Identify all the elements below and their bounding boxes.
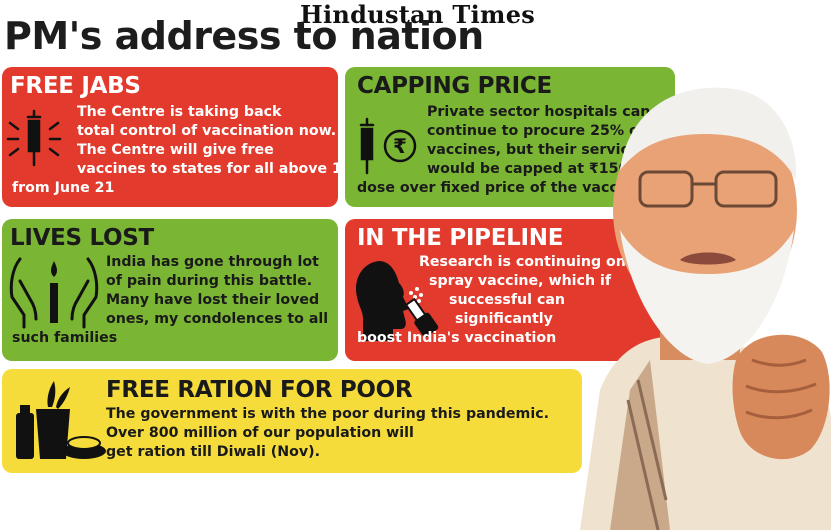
card-title: FREE JABS [10, 73, 141, 99]
syringe-icon [6, 109, 62, 167]
card-free-jabs: FREE JABS The Centre is taking back tota… [2, 67, 338, 207]
text-line: The Centre will give free [77, 142, 274, 158]
text-line: The Centre is taking back [77, 104, 282, 120]
syringe-icon [359, 117, 375, 175]
card-text: Private sector hospitals can continue to… [345, 103, 675, 198]
card-text: Research is continuing on a nasal spray … [345, 253, 675, 348]
text-line: would be capped at ₹150 per [427, 161, 661, 177]
text-line: significantly [455, 311, 553, 327]
card-title: LIVES LOST [10, 225, 154, 251]
text-line: Research is continuing on a nasal [419, 254, 675, 270]
headline: PM's address to nation [4, 14, 484, 58]
card-text: India has gone through lot of pain durin… [2, 253, 338, 348]
ration-icon [16, 381, 106, 459]
pm-portrait-image [580, 87, 831, 530]
nasal-spray-icon [355, 261, 439, 341]
card-title: CAPPING PRICE [357, 73, 552, 99]
text-line: vaccines to states for all above 18 [77, 161, 338, 177]
text-line: India has gone through lot [106, 254, 319, 270]
text-line: vaccines, but their service charge [427, 142, 675, 158]
text-line: successful can [449, 292, 566, 308]
text-line: from June 21 [12, 180, 115, 196]
card-title: FREE RATION FOR POOR [106, 377, 413, 403]
text-line: of pain during this battle. [106, 273, 313, 289]
text-line: continue to procure 25% of [427, 123, 645, 139]
text-line: boost India's vaccination [357, 330, 557, 346]
text-line: The government is with the poor during t… [106, 406, 549, 422]
text-line: dose over fixed price of the vaccine [357, 180, 643, 196]
text-line: total control of vaccination now. [77, 123, 337, 139]
svg-text:₹: ₹ [393, 134, 407, 158]
text-line: get ration till Diwali (Nov). [106, 444, 321, 460]
text-line: ones, my condolences to all [106, 311, 329, 327]
card-free-ration: FREE RATION FOR POOR The government is w… [2, 369, 582, 473]
text-line: Many have lost their loved [106, 292, 320, 308]
text-line: Over 800 million of our population will [106, 425, 414, 441]
text-line: Private sector hospitals can [427, 104, 651, 120]
card-lives-lost: LIVES LOST India has gone through lot of… [2, 219, 338, 361]
text-line: spray vaccine, which if [429, 273, 612, 289]
card-title: IN THE PIPELINE [357, 225, 564, 251]
card-text: The government is with the poor during t… [106, 405, 549, 462]
candle-hands-icon [9, 257, 99, 329]
text-line: such families [12, 330, 118, 346]
masthead: Hindustan Times [300, 0, 536, 29]
card-text: The Centre is taking back total control … [2, 103, 338, 198]
rupee-icon: ₹ [383, 129, 417, 163]
